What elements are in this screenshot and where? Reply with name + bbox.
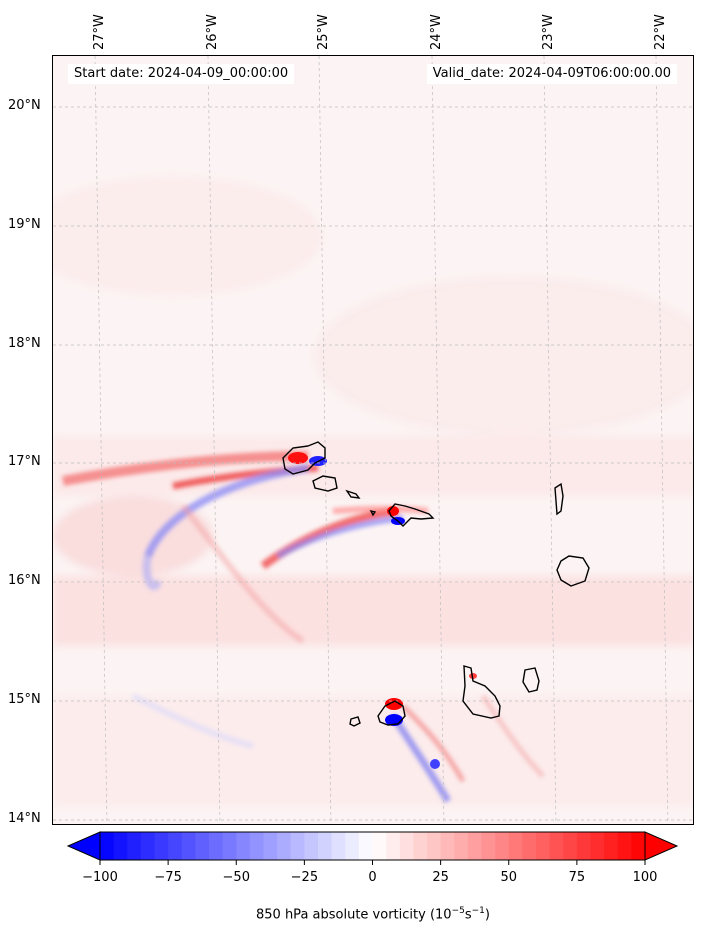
colorbar-tick: −25 xyxy=(290,870,319,885)
boa-vista-coast xyxy=(556,555,590,587)
latitude-label: 16°N xyxy=(8,573,41,588)
longitude-label: 24°W xyxy=(429,14,444,50)
latitude-label: 17°N xyxy=(8,454,41,469)
colorbar-tick: 25 xyxy=(432,870,449,885)
colorbar-tick: 100 xyxy=(632,870,658,885)
colorbar-tick: 0 xyxy=(368,870,377,885)
colorbar-min-extend xyxy=(66,831,101,861)
vorticity-field xyxy=(53,56,693,824)
longitude-label: 27°W xyxy=(92,14,107,50)
graticule xyxy=(53,56,693,824)
longitude-label: 22°W xyxy=(653,14,668,50)
sao-nicolau-coast xyxy=(388,503,435,527)
coastlines xyxy=(282,441,590,727)
santa-luzia-coast xyxy=(345,489,361,499)
latitude-label: 19°N xyxy=(8,217,41,232)
latitude-label: 18°N xyxy=(8,336,41,351)
latitude-label: 14°N xyxy=(8,811,41,826)
colorbar-tick: −50 xyxy=(222,870,250,885)
brava-coast xyxy=(349,716,361,727)
longitude-label: 23°W xyxy=(541,14,556,50)
background-vorticity-bands xyxy=(53,176,693,806)
longitude-label: 26°W xyxy=(205,14,220,50)
start-date-label: Start date: 2024-04-09_00:00:00 xyxy=(68,64,295,84)
colorbar-label: 850 hPa absolute vorticity (10−5s−1) xyxy=(256,906,490,923)
map-panel xyxy=(52,55,694,825)
colorbar-max-extend xyxy=(644,831,679,861)
sal-coast xyxy=(554,482,564,516)
latitude-label: 15°N xyxy=(8,692,41,707)
santo-antao-coast xyxy=(282,441,326,475)
latitude-label: 20°N xyxy=(8,98,41,113)
colorbar xyxy=(66,831,679,865)
colorbar-tick: −100 xyxy=(82,870,118,885)
islet-coast xyxy=(369,509,377,517)
valid-date-label: Valid_date: 2024-04-09T06:00:00.00 xyxy=(426,64,677,84)
sao-vicente-coast xyxy=(312,475,338,492)
maio-coast xyxy=(522,667,540,693)
colorbar-tick: −75 xyxy=(154,870,182,885)
colorbar-tick: 50 xyxy=(500,870,518,885)
longitude-label: 25°W xyxy=(316,14,331,50)
colorbar-tick: 75 xyxy=(568,870,586,885)
santiago-coast xyxy=(462,665,501,719)
fogo-coast xyxy=(377,700,406,726)
